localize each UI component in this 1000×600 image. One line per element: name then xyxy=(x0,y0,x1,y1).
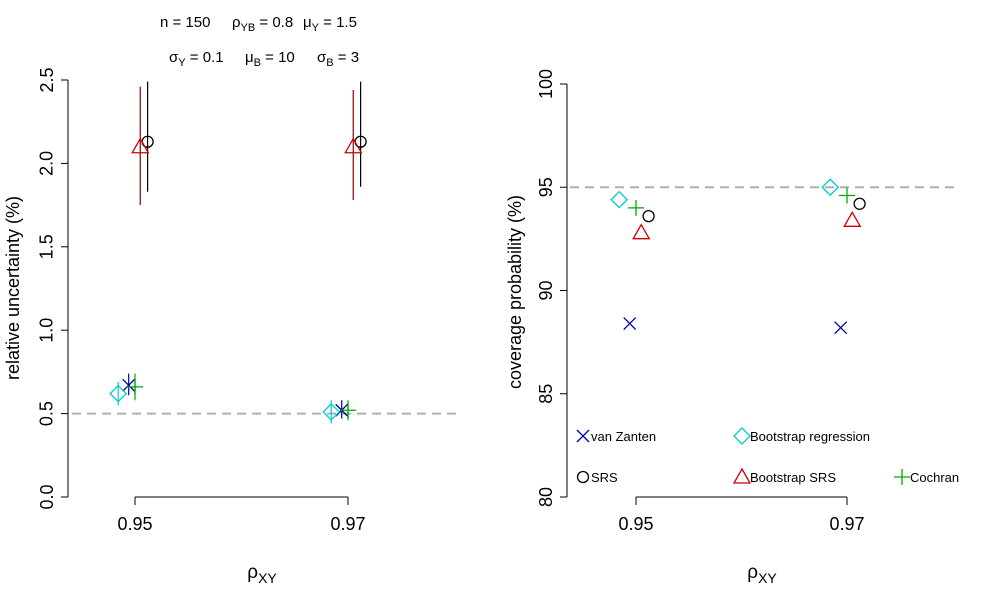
legend-item-vanZanten: van Zanten xyxy=(576,429,656,444)
legend-item-bootstrapSRS: Bootstrap SRS xyxy=(732,467,836,485)
point-srs xyxy=(853,197,866,210)
y-tick-label: 2.5 xyxy=(37,67,57,92)
point-cochran xyxy=(628,199,644,216)
header-line1-item-base: ρ xyxy=(232,14,241,31)
y-tick-label: 85 xyxy=(536,384,556,404)
point-vanZanten xyxy=(834,321,848,335)
point-vanZanten xyxy=(122,378,136,392)
x-axis-title: ρXY xyxy=(247,562,277,586)
legend-marker-vanZanten xyxy=(576,429,590,443)
x-axis-title-base: ρ xyxy=(747,562,758,583)
legend-marker-bootstrapRegression xyxy=(733,427,751,445)
legend-marker-srs xyxy=(576,470,590,484)
header-line1-item-tail: = 1.5 xyxy=(319,14,357,31)
legend-label-bootstrapSRS: Bootstrap SRS xyxy=(750,470,836,485)
header-line1-item: n = 150 xyxy=(160,14,210,31)
x-tick-label: 0.97 xyxy=(330,514,365,534)
point-vanZanten xyxy=(623,317,637,330)
header-line1-item-base: n = 150 xyxy=(160,14,210,31)
header-line2-item: μB = 10 xyxy=(245,49,295,69)
header-line2-item-tail: = 3 xyxy=(334,49,359,66)
legend-label-vanZanten: van Zanten xyxy=(591,429,656,444)
header-line2-item-base: σ xyxy=(169,49,179,66)
header-line1-item-tail: = 0.8 xyxy=(255,14,293,31)
y-tick-label: 0.5 xyxy=(37,401,57,426)
point-bootstrapSRS xyxy=(632,223,651,240)
legend-item-cochran: Cochran xyxy=(894,469,959,485)
point-cochran xyxy=(839,187,855,204)
x-axis-title: ρXY xyxy=(747,562,777,586)
x-axis-title-sub: XY xyxy=(258,570,277,586)
legend-label-bootstrapRegression: Bootstrap regression xyxy=(750,429,870,444)
point-bootstrapRegression xyxy=(109,384,128,403)
header-line1-item: μY = 1.5 xyxy=(303,14,357,34)
panel-coverage-probability: 80 85 90 95 100 0.95 0.97 coverage probability … xyxy=(505,69,960,586)
panel-relative-uncertainty: 0.0 0.5 1.0 1.5 2.0 2.5 0.95 0.97 relative uncer… xyxy=(3,67,462,586)
header-line2-item: σY = 0.1 xyxy=(169,49,224,69)
y-tick-label: 0.0 xyxy=(37,484,57,509)
header-line2-item: σB = 3 xyxy=(317,49,359,69)
y-tick-label: 95 xyxy=(536,177,556,197)
legend-marker-cochran xyxy=(894,469,910,485)
legend-item-srs: SRS xyxy=(576,470,618,485)
point-cochran xyxy=(127,378,143,395)
point-bootstrapRegression xyxy=(821,178,840,197)
legend-marker-bootstrapSRS xyxy=(732,467,752,484)
point-cochran xyxy=(340,402,356,419)
y-axis-title: relative uncertainty (%) xyxy=(3,196,23,380)
header-line2-item-tail: = 0.1 xyxy=(186,49,224,66)
header-line2-item-base: σ xyxy=(317,49,327,66)
header-line2-item-base: μ xyxy=(245,49,254,66)
header-line2-item-tail: = 10 xyxy=(261,49,295,66)
x-axis-title-sub: XY xyxy=(758,570,777,586)
y-tick-label: 1.5 xyxy=(37,234,57,259)
y-tick-label: 1.0 xyxy=(37,318,57,343)
y-axis-title: coverage probability (%) xyxy=(505,195,525,389)
header-line2-item-sub: B xyxy=(326,57,333,69)
point-bootstrapRegression xyxy=(322,403,341,421)
header-line1-item-sub: YB xyxy=(241,22,256,34)
point-bootstrapRegression xyxy=(610,190,629,209)
y-tick-label: 80 xyxy=(536,487,556,507)
x-tick-label: 0.95 xyxy=(618,514,653,534)
legend-label-cochran: Cochran xyxy=(910,470,959,485)
point-srs xyxy=(642,210,655,223)
point-bootstrapSRS xyxy=(843,210,862,227)
chart-header: n = 150 ρYB = 0.8 μY = 1.5σY = 0.1 μB = 10 σ… xyxy=(160,14,359,69)
x-axis-title-base: ρ xyxy=(247,562,258,583)
header-line2-item-sub: B xyxy=(254,57,261,69)
header-line1-item: ρYB = 0.8 xyxy=(232,14,293,34)
x-tick-label: 0.95 xyxy=(117,514,152,534)
point-bootstrapSRS xyxy=(344,137,363,154)
legend-label-srs: SRS xyxy=(591,470,618,485)
header-line1-item-base: μ xyxy=(303,14,312,31)
y-tick-label: 90 xyxy=(536,280,556,300)
legend-item-bootstrapRegression: Bootstrap regression xyxy=(733,427,870,445)
y-tick-label: 100 xyxy=(536,69,556,99)
y-tick-label: 2.0 xyxy=(37,151,57,176)
header-line2-item-sub: Y xyxy=(178,57,186,69)
header-line1-item-sub: Y xyxy=(312,22,320,34)
x-tick-label: 0.97 xyxy=(829,514,864,534)
point-bootstrapSRS xyxy=(131,137,150,154)
